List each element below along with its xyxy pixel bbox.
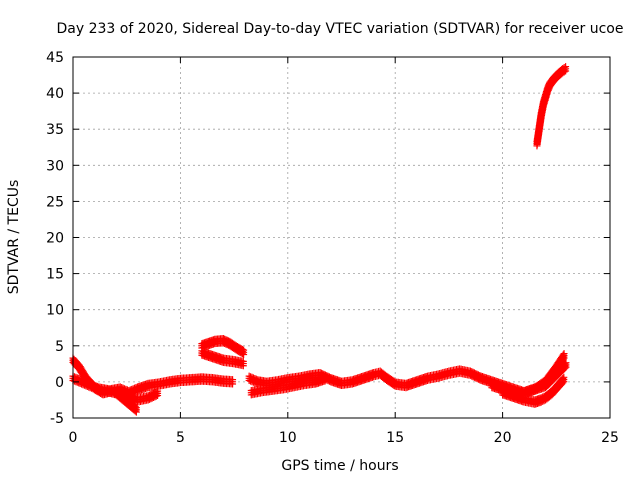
x-tick-label: 0 — [69, 430, 78, 446]
y-tick-label: 10 — [46, 303, 64, 319]
data-point — [132, 408, 140, 416]
y-tick-label: 0 — [55, 375, 64, 391]
series-track-7 — [247, 373, 329, 399]
y-tick-label: 30 — [46, 158, 64, 174]
y-tick-label: 5 — [55, 339, 64, 355]
y-axis-label: SDTVAR / TECUs — [6, 180, 22, 295]
chart-title: Day 233 of 2020, Sidereal Day-to-day VTE… — [57, 21, 624, 37]
data-point — [240, 350, 248, 358]
data-point — [238, 350, 246, 358]
y-tick-label: 40 — [46, 86, 64, 102]
data-point — [561, 364, 569, 372]
data-point — [239, 362, 247, 370]
x-tick-label: 25 — [601, 430, 619, 446]
y-tick-label: 20 — [46, 231, 64, 247]
series-track-9 — [499, 373, 568, 408]
x-axis-label: GPS time / hours — [281, 458, 398, 474]
series-track-10 — [533, 63, 570, 150]
series-track-3 — [112, 387, 162, 406]
data-point — [154, 392, 162, 400]
axis-ticks: 0 5 10 15 20 25 -5 0 5 10 15 20 25 30 35 40 45 — [46, 50, 619, 446]
data-point — [559, 379, 567, 387]
data-point — [562, 363, 570, 371]
series-track-4 — [198, 335, 248, 358]
grid-lines — [73, 57, 610, 418]
x-tick-label: 15 — [386, 430, 404, 446]
series-track-5 — [198, 347, 247, 370]
data-point — [560, 68, 568, 76]
data-point — [560, 354, 568, 362]
x-tick-label: 20 — [494, 430, 512, 446]
data-points — [69, 63, 570, 416]
y-tick-label: -5 — [50, 411, 64, 427]
y-tick-label: 25 — [46, 194, 64, 210]
data-point — [560, 378, 568, 386]
x-tick-label: 5 — [176, 430, 185, 446]
y-tick-label: 45 — [46, 50, 64, 66]
y-tick-label: 35 — [46, 122, 64, 138]
data-point — [229, 380, 237, 388]
x-tick-label: 10 — [279, 430, 297, 446]
y-tick-label: 15 — [46, 267, 64, 283]
data-point — [131, 407, 139, 415]
data-point — [321, 377, 329, 385]
data-point — [562, 67, 570, 75]
